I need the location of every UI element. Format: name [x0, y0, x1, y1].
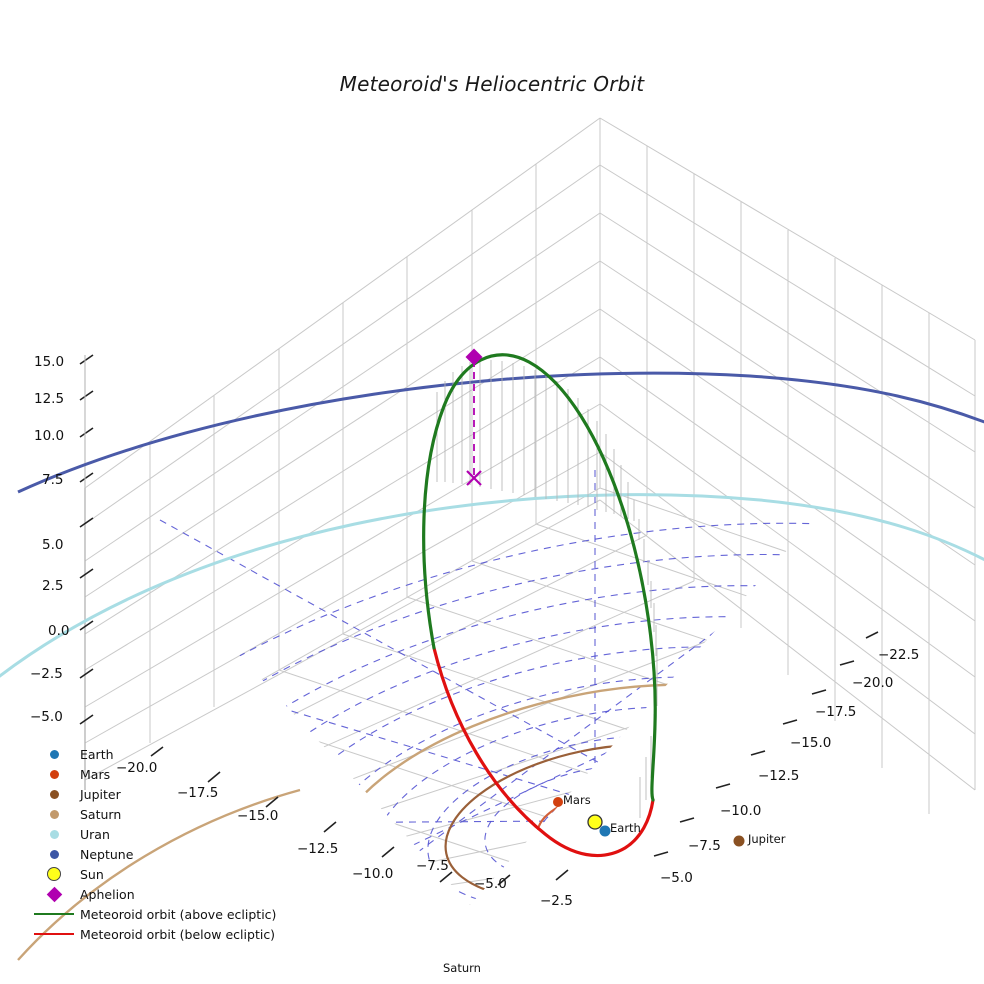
legend-item-neptune[interactable]: Neptune — [28, 844, 276, 864]
x-tick-5: −7.5 — [416, 858, 449, 874]
y-tick-5: −10.0 — [720, 803, 762, 819]
y-tick-3: −15.0 — [790, 735, 832, 751]
meteoroid-orbit-above — [422, 353, 657, 802]
x-tick-7: −2.5 — [540, 893, 573, 909]
circle-icon — [28, 749, 80, 759]
label-mars: Mars — [563, 793, 591, 807]
page-title: Meteoroid's Heliocentric Orbit — [339, 72, 645, 96]
legend-item-earth[interactable]: Earth — [28, 744, 276, 764]
legend: Earth Mars Jupiter Saturn Uran Neptune Sun Aphe… — [28, 744, 276, 944]
x-tick-4: −10.0 — [352, 866, 394, 882]
legend-item-label: Meteoroid orbit (below ecliptic) — [80, 926, 276, 942]
legend-item-sun[interactable]: Sun — [28, 864, 276, 884]
legend-item-label: Neptune — [80, 846, 134, 862]
legend-item-meteoroid-orbit-above-ecliptic[interactable]: Meteoroid orbit (above ecliptic) — [28, 904, 276, 924]
legend-item-mars[interactable]: Mars — [28, 764, 276, 784]
label-saturn: Saturn — [443, 961, 481, 975]
y-tick-7: −5.0 — [660, 870, 693, 886]
legend-item-label: Mars — [80, 766, 111, 782]
z-axis-spine — [79, 354, 94, 790]
label-jupiter: Jupiter — [748, 832, 786, 846]
legend-item-label: Meteoroid orbit (above ecliptic) — [80, 906, 277, 922]
legend-item-label: Sun — [80, 866, 104, 882]
y-tick-2: −17.5 — [815, 704, 857, 720]
z-tick-4: 5.0 — [42, 537, 64, 553]
circle-icon — [28, 789, 80, 799]
x-tick-2: −15.0 — [237, 808, 279, 824]
aphelion-projection-marker — [466, 470, 482, 486]
y-tick-4: −12.5 — [758, 768, 800, 784]
legend-line-swatch — [28, 932, 80, 936]
x-tick-6: −5.0 — [474, 876, 507, 892]
z-tick-1: 12.5 — [34, 391, 65, 407]
legend-item-saturn[interactable]: Saturn — [28, 804, 276, 824]
earth-marker — [599, 825, 611, 837]
x-tick-0: −20.0 — [116, 760, 158, 776]
z-tick-2: 10.0 — [34, 428, 65, 444]
x-axis-ticks — [150, 746, 569, 886]
jupiter-marker — [733, 835, 745, 847]
legend-item-uran[interactable]: Uran — [28, 824, 276, 844]
x-tick-1: −17.5 — [177, 785, 219, 801]
circle-icon — [28, 849, 80, 859]
legend-item-label: Aphelion — [80, 886, 135, 902]
legend-item-label: Uran — [80, 826, 110, 842]
legend-item-label: Saturn — [80, 806, 122, 822]
circle-icon — [28, 829, 80, 839]
legend-line-swatch — [28, 912, 80, 916]
circle-icon — [28, 809, 80, 819]
meteoroid-orbit-below — [432, 646, 655, 858]
sun-marker — [587, 814, 603, 830]
z-tick-8: −5.0 — [30, 709, 63, 725]
y-axis-ticks — [653, 631, 879, 857]
y-tick-1: −20.0 — [852, 675, 894, 691]
legend-item-meteoroid-orbit-below-ecliptic[interactable]: Meteoroid orbit (below ecliptic) — [28, 924, 276, 944]
pane-grid-right — [599, 117, 976, 814]
y-tick-6: −7.5 — [688, 838, 721, 854]
neptune-orbit-path — [17, 371, 984, 494]
legend-item-label: Earth — [80, 746, 114, 762]
label-earth: Earth — [610, 821, 641, 835]
circle-icon — [28, 769, 80, 779]
axes-back-panes — [85, 118, 975, 790]
z-tick-5: 2.5 — [42, 578, 64, 594]
z-tick-0: 15.0 — [34, 354, 65, 370]
orbit-droplines — [436, 360, 658, 818]
z-tick-6: 0.0 — [48, 623, 70, 639]
legend-item-label: Jupiter — [80, 786, 121, 802]
diamond-icon — [28, 886, 80, 902]
y-tick-0: −22.5 — [878, 647, 920, 663]
legend-item-jupiter[interactable]: Jupiter — [28, 784, 276, 804]
circle-icon — [28, 867, 80, 881]
mars-marker — [553, 797, 563, 807]
z-tick-7: −2.5 — [30, 666, 63, 682]
legend-item-aphelion[interactable]: Aphelion — [28, 884, 276, 904]
x-tick-3: −12.5 — [297, 841, 339, 857]
saturn-orbit-outer — [17, 788, 301, 961]
z-tick-3: 7.5 — [42, 472, 64, 488]
